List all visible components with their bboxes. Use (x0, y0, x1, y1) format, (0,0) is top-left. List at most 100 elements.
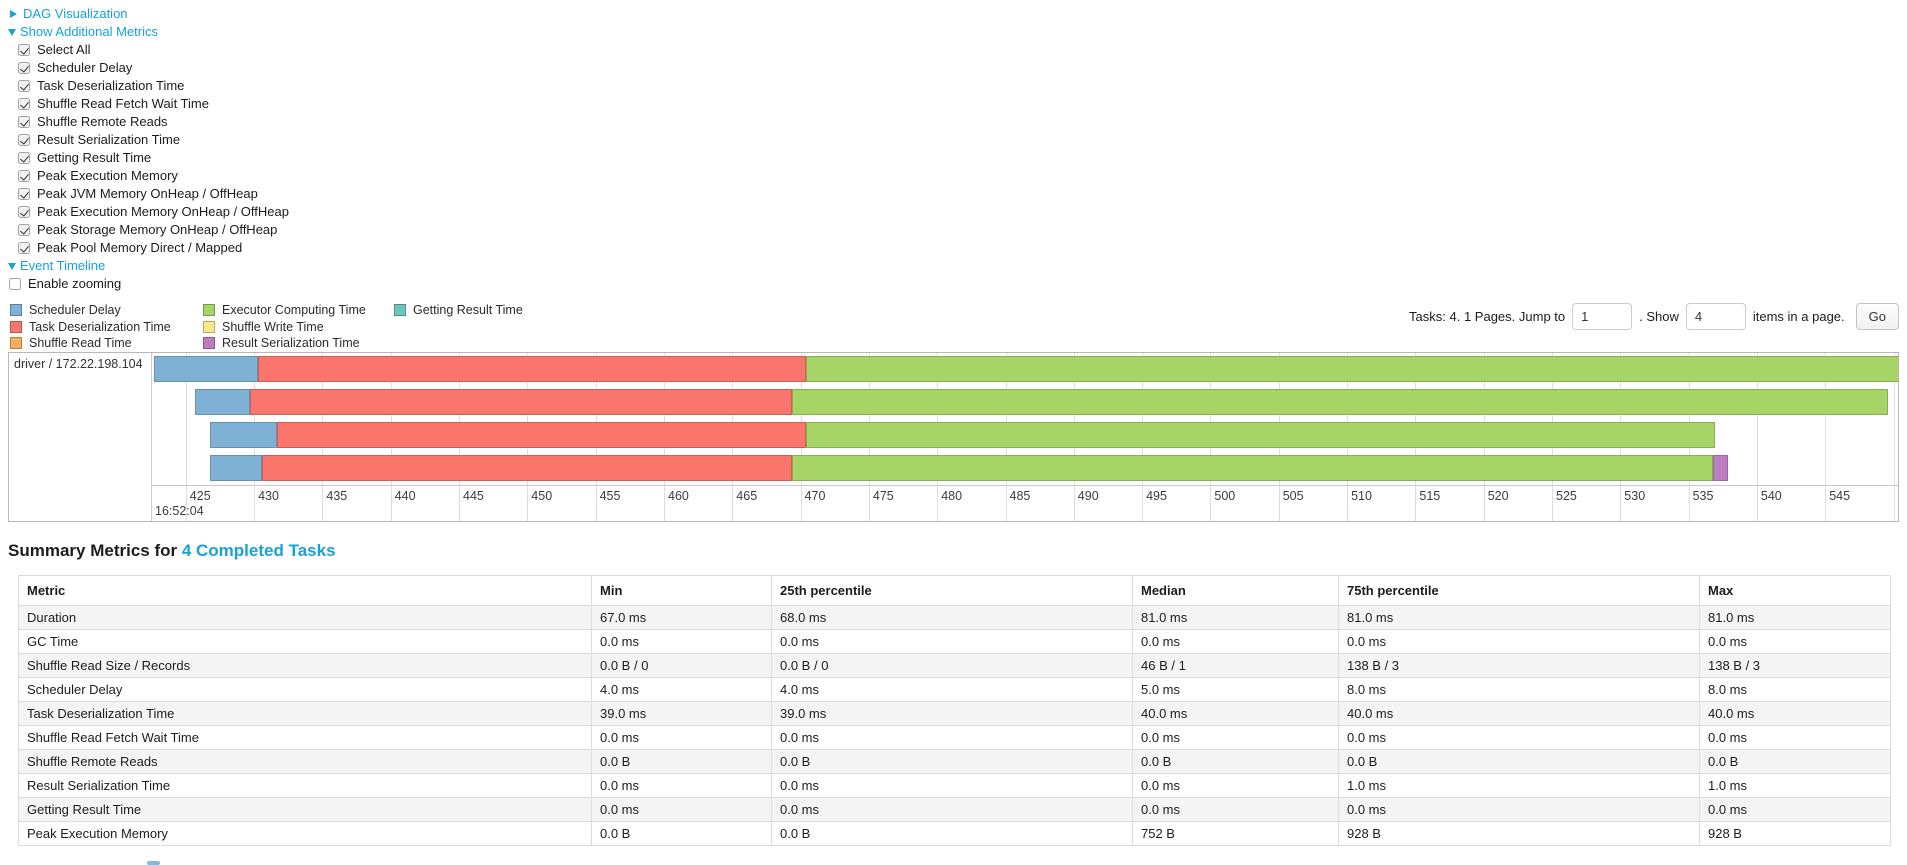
table-header-cell: Metric (18, 575, 592, 606)
timeline-tick-label: 530 (1624, 489, 1646, 503)
show-label: . Show (1639, 308, 1679, 324)
metric-value-cell: 928 B (1699, 821, 1891, 846)
legend-swatch-icon (203, 320, 215, 333)
timeline-segment-executor_computing[interactable] (792, 455, 1714, 481)
table-row: Shuffle Read Fetch Wait Time 0.0 ms 0.0 ms… (18, 725, 1891, 750)
checkbox-icon[interactable] (18, 62, 30, 74)
timeline-segment-scheduler_delay[interactable] (210, 422, 278, 448)
go-button[interactable]: Go (1855, 302, 1899, 330)
legend-item-shuffle_write: Shuffle Write Time (203, 319, 324, 335)
tasks-count-text: Tasks: 4. 1 Pages. Jump to (1409, 308, 1566, 324)
checkbox-icon[interactable] (18, 152, 30, 164)
checkbox-icon[interactable] (18, 134, 30, 146)
timeline-tick-label: 490 (1077, 489, 1099, 503)
clipped-element-fragment (147, 861, 160, 865)
enable-zooming-row[interactable]: Enable zooming (8, 275, 289, 293)
metric-value-cell: 0.0 ms (771, 629, 1133, 654)
triangle-down-icon (8, 28, 16, 36)
enable-zooming-checkbox[interactable] (9, 278, 21, 290)
timeline-tick-label: 510 (1351, 489, 1372, 503)
event-timeline-link[interactable]: Event Timeline (20, 258, 106, 273)
metric-value-cell: 46 B / 1 (1132, 653, 1339, 678)
metric-checkbox-item[interactable]: Peak Pool Memory Direct / Mapped (8, 239, 289, 257)
timeline-tick-label: 515 (1419, 489, 1441, 503)
timeline-segment-result_serialization[interactable] (1713, 455, 1729, 481)
show-additional-metrics-link[interactable]: Show Additional Metrics (20, 24, 159, 39)
summary-metrics-title: Summary Metrics for 4 Completed Tasks (8, 541, 336, 561)
metric-checkbox-item[interactable]: Peak JVM Memory OnHeap / OffHeap (8, 185, 289, 203)
timeline-segment-task_deserialization[interactable] (277, 422, 806, 448)
event-timeline-toggle[interactable]: Event Timeline (8, 257, 289, 275)
legend-swatch-icon (10, 304, 22, 316)
completed-tasks-link[interactable]: 4 Completed Tasks (181, 541, 336, 560)
metric-value-cell: 752 B (1132, 821, 1339, 846)
enable-zooming-label: Enable zooming (28, 276, 122, 291)
metric-value-cell: 0.0 ms (591, 725, 772, 750)
checkbox-icon[interactable] (18, 80, 30, 92)
metric-value-cell: 0.0 ms (1132, 773, 1339, 798)
legend-label: Executor Computing Time (222, 303, 366, 317)
metric-checkbox-item[interactable]: Shuffle Read Fetch Wait Time (8, 95, 289, 113)
timeline-segment-task_deserialization[interactable] (258, 356, 806, 382)
metric-checkbox-item[interactable]: Peak Execution Memory OnHeap / OffHeap (8, 203, 289, 221)
metric-value-cell: 0.0 ms (1699, 629, 1891, 654)
dag-visualization-link[interactable]: DAG Visualization (23, 6, 128, 21)
timeline-tick-label: 465 (736, 489, 758, 503)
metric-value-cell: 0.0 B (771, 821, 1133, 846)
metric-checkbox-item[interactable]: Getting Result Time (8, 149, 289, 167)
timeline-segment-executor_computing[interactable] (806, 422, 1715, 448)
timeline-segment-scheduler_delay[interactable] (210, 455, 263, 481)
timeline-segment-task_deserialization[interactable] (262, 455, 793, 481)
timeline-segment-scheduler_delay[interactable] (195, 389, 250, 415)
metric-value-cell: 138 B / 3 (1699, 653, 1891, 678)
dag-visualization-toggle[interactable]: DAG Visualization (8, 5, 289, 23)
checkbox-icon[interactable] (18, 44, 30, 56)
checkbox-icon[interactable] (18, 224, 30, 236)
metric-checkbox-item[interactable]: Result Serialization Time (8, 131, 289, 149)
metric-checkbox-item[interactable]: Shuffle Remote Reads (8, 113, 289, 131)
timeline-task-bar[interactable] (153, 389, 1898, 415)
metric-value-cell: 0.0 ms (591, 773, 772, 798)
timeline-segment-executor_computing[interactable] (806, 356, 1898, 382)
checkbox-icon[interactable] (18, 116, 30, 128)
metric-checkbox-item[interactable]: Scheduler Delay (8, 59, 289, 77)
checkbox-icon[interactable] (18, 98, 30, 110)
checkbox-icon[interactable] (18, 170, 30, 182)
metric-value-cell: 40.0 ms (1699, 701, 1891, 726)
metric-checkbox-label: Peak Pool Memory Direct / Mapped (37, 240, 243, 255)
gridline (1893, 353, 1895, 521)
items-per-page-input[interactable] (1685, 302, 1746, 330)
legend-label: Task Deserialization Time (29, 319, 171, 334)
checkbox-icon[interactable] (18, 188, 30, 200)
metric-checkbox-item[interactable]: Peak Execution Memory (8, 167, 289, 185)
checkbox-icon[interactable] (18, 242, 30, 254)
metric-checkbox-item[interactable]: Task Deserialization Time (8, 77, 289, 95)
checkbox-icon[interactable] (18, 206, 30, 218)
timeline-segment-executor_computing[interactable] (792, 389, 1889, 415)
table-row: Peak Execution Memory 0.0 B 0.0 B 752 B 928 … (18, 821, 1891, 846)
timeline-task-bar[interactable] (153, 455, 1898, 481)
metric-checkbox-label: Peak Storage Memory OnHeap / OffHeap (37, 222, 278, 237)
metric-value-cell: 67.0 ms (591, 605, 772, 630)
timeline-tick-label: 430 (258, 489, 279, 503)
metric-checkbox-list: Select All Scheduler Delay Task Deserializ… (8, 41, 289, 257)
timeline-label-column: driver / 172.22.198.104 (9, 353, 152, 521)
timeline-segment-task_deserialization[interactable] (250, 389, 793, 415)
timeline-tick-label: 485 (1009, 489, 1031, 503)
metric-checkbox-label: Result Serialization Time (37, 132, 181, 147)
timeline-tick-label: 440 (394, 489, 416, 503)
timeline-axis-major-label: 16:52:04 (155, 504, 204, 518)
metric-value-cell: 0.0 ms (591, 629, 772, 654)
timeline-task-bar[interactable] (153, 422, 1898, 448)
table-header-cell: 25th percentile (771, 575, 1133, 606)
timeline-segment-scheduler_delay[interactable] (154, 356, 259, 382)
table-header-cell: Median (1132, 575, 1339, 606)
timeline-task-bar[interactable] (153, 356, 1898, 382)
metric-value-cell: 0.0 ms (591, 797, 772, 822)
jump-to-page-input[interactable] (1572, 302, 1633, 330)
gridline (1756, 353, 1758, 521)
metric-checkbox-item[interactable]: Peak Storage Memory OnHeap / OffHeap (8, 221, 289, 239)
show-additional-metrics-toggle[interactable]: Show Additional Metrics (8, 23, 289, 41)
timeline-tick-label: 460 (668, 489, 689, 503)
metric-checkbox-item[interactable]: Select All (8, 41, 289, 59)
